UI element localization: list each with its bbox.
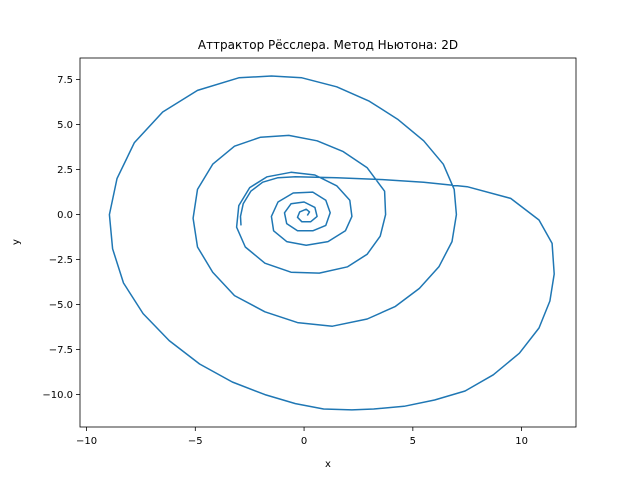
x-axis-label: x [325,459,331,470]
x-tick-label: −10 [76,436,97,447]
series-line-0 [108,75,555,411]
x-tick-label: 5 [410,436,416,447]
y-tick-label: −2.5 [49,255,73,266]
y-tick-label: −7.5 [49,345,73,356]
y-tick-label: −5.0 [49,300,73,311]
y-tick-label: −10.0 [42,390,73,401]
y-tick-label: 2.5 [57,165,73,176]
y-axis-label: y [11,239,22,245]
axes-frame [79,57,577,428]
x-tick-label: −5 [188,436,203,447]
y-tick-label: 0.0 [57,210,73,221]
x-axis: −10 −5 0 5 10 [76,427,528,447]
y-tick-label: 7.5 [57,75,73,86]
x-tick-label: 0 [301,436,307,447]
chart-title: Аттрактор Рёсслера. Метод Ньютона: 2D [198,38,458,52]
x-tick-label: 10 [515,436,528,447]
plot-area [108,75,555,411]
y-tick-label: 5.0 [57,120,73,131]
y-axis: −10.0 −7.5 −5.0 −2.5 0.0 2.5 5.0 7.5 [42,75,80,401]
